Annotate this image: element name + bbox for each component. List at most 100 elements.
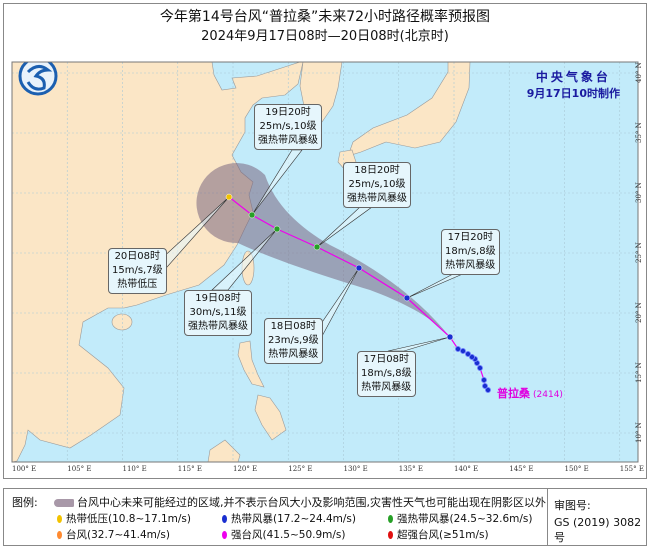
past-track-point [481, 382, 488, 389]
legend-cone-text: 台风中心未来可能经过的区域,并不表示台风大小及影响范围,灾害性天气也可能出现在阴… [77, 496, 546, 509]
lon-label: 135° E [399, 465, 423, 473]
past-track-point [464, 350, 471, 357]
lon-label: 125° E [288, 465, 312, 473]
callout-category: 热带风暴级 [445, 260, 496, 271]
map-title: 今年第14号台风“普拉桑”未来72小时路径概率预报图 [159, 9, 491, 25]
callout-category: 热带风暴级 [361, 382, 412, 393]
callout-category: 热带低压 [117, 279, 158, 290]
forecast-point [225, 193, 233, 201]
callout-wind: 15m/s,7级 [112, 265, 163, 276]
callout-category: 强热带风暴级 [347, 193, 407, 204]
red-dot-icon [388, 531, 393, 539]
past-track-point [454, 345, 461, 352]
callout-17-20: 17日20时 18m/s,8级 热带风暴级 [441, 229, 500, 275]
track-points [225, 193, 491, 393]
luzon [237, 340, 265, 388]
callout-wind: 25m/s,10级 [259, 121, 317, 132]
typhoon-id: (2414) [533, 390, 563, 400]
lon-label: 140° E [454, 465, 478, 473]
forecast-point [446, 333, 454, 341]
lat-label: 15° N [635, 362, 643, 383]
typhoon-name: 普拉桑 [497, 387, 530, 400]
legend-item-text: 强热带风暴(24.5~32.6m/s) [397, 513, 533, 525]
philippines-south [254, 394, 287, 441]
forecast-point [273, 225, 281, 233]
lon-label: 155° E [620, 465, 644, 473]
past-track-point [468, 353, 475, 360]
lon-label: 110° E [123, 465, 147, 473]
legend-item-text: 强台风(41.5~50.9m/s) [231, 529, 346, 541]
legend-item-text: 热带低压(10.8~17.1m/s) [66, 513, 191, 525]
callout-time: 19日20时 [265, 107, 311, 118]
legend-item: 强热带风暴(24.5~32.6m/s) [388, 511, 533, 526]
forecast-point [355, 264, 363, 272]
lon-label: 100° E [12, 465, 36, 473]
callout-category: 强热带风暴级 [258, 135, 318, 146]
borneo-north [207, 439, 241, 462]
callout-wind: 18m/s,8级 [445, 246, 496, 257]
typhoon-label: 普拉桑 (2414) [497, 385, 563, 401]
legend-item-text: 热带风暴(17.2~24.4m/s) [231, 513, 356, 525]
callout-time: 18日20时 [354, 165, 400, 176]
callout-19-08: 19日08时 30m/s,11级 强热带风暴级 [184, 290, 252, 336]
lat-label: 25° N [635, 242, 643, 263]
approval-label: 审图号: [554, 499, 591, 512]
legend-item-text: 台风(32.7~41.4m/s) [66, 529, 170, 541]
callout-category: 热带风暴级 [268, 349, 319, 360]
legend: 图例: 台风中心未来可能经过的区域,并不表示台风大小及影响范围,灾害性天气也可能… [3, 488, 647, 546]
callout-time: 17日08时 [363, 354, 410, 365]
map-border [11, 61, 639, 463]
callout-category: 强热带风暴级 [188, 321, 248, 332]
green-dot-icon [388, 515, 393, 523]
magenta-dot-icon [222, 531, 227, 539]
callout-18-08: 18日08时 23m/s,9级 热带风暴级 [264, 318, 323, 364]
lon-label: 115° E [178, 465, 202, 473]
callout-18-20: 18日20时 25m/s,10级 强热带风暴级 [343, 162, 411, 208]
forecast-point [403, 294, 411, 302]
lat-label: 20° N [635, 302, 643, 323]
callout-time: 18日08时 [270, 321, 317, 332]
past-track-point [480, 376, 487, 383]
callout-19-20: 19日20时 25m/s,10级 强热带风暴级 [254, 104, 322, 150]
lon-label: 105° E [67, 465, 91, 473]
forecast-point [313, 243, 321, 251]
callout-time: 19日08时 [195, 293, 241, 304]
callout-time: 17日20时 [447, 232, 494, 243]
legend-item: 台风(32.7~41.4m/s) [57, 527, 170, 542]
callout-pointer [251, 149, 303, 216]
legend-item-text: 超强台风(≥51m/s) [397, 529, 489, 541]
cone-swatch-icon [54, 499, 74, 507]
legend-item: 热带低压(10.8~17.1m/s) [57, 511, 191, 526]
past-track-point [459, 347, 466, 354]
legend-divider [547, 489, 548, 545]
lat-label: 40° N [635, 62, 643, 83]
callout-pointers [159, 149, 466, 363]
hainan [111, 313, 133, 331]
callout-wind: 25m/s,10级 [348, 179, 406, 190]
past-track-point [476, 364, 483, 371]
legend-item: 热带风暴(17.2~24.4m/s) [222, 511, 356, 526]
forecast-point [248, 211, 256, 219]
cma-logo-mark [26, 65, 53, 91]
legend-item: 超强台风(≥51m/s) [388, 527, 489, 542]
map-subtitle: 2024年9月17日08时—20日08时(北京时) [201, 29, 449, 44]
past-track-point [484, 386, 491, 393]
lat-label: 10° N [635, 422, 643, 443]
callout-time: 20日08时 [114, 251, 161, 262]
lon-label: 145° E [509, 465, 533, 473]
legend-cone: 台风中心未来可能经过的区域,并不表示台风大小及影响范围,灾害性天气也可能出现在阴… [54, 494, 546, 510]
yellow-dot-icon [57, 515, 62, 523]
lat-label: 35° N [635, 122, 643, 143]
lon-label: 130° E [344, 465, 368, 473]
lon-label: 150° E [565, 465, 589, 473]
blue-dot-icon [222, 515, 227, 523]
map-frame [3, 3, 647, 479]
approval-number: GS (2019) 3082号 [554, 516, 642, 544]
lon-label: 120° E [233, 465, 257, 473]
issue-time: 9月17日10时制作 [526, 87, 620, 100]
lat-label: 30° N [635, 182, 643, 203]
japan-honshu [347, 62, 471, 157]
orange-dot-icon [57, 531, 62, 539]
callout-20-08: 20日08时 15m/s,7级 热带低压 [108, 248, 167, 294]
callout-wind: 18m/s,8级 [361, 368, 412, 379]
